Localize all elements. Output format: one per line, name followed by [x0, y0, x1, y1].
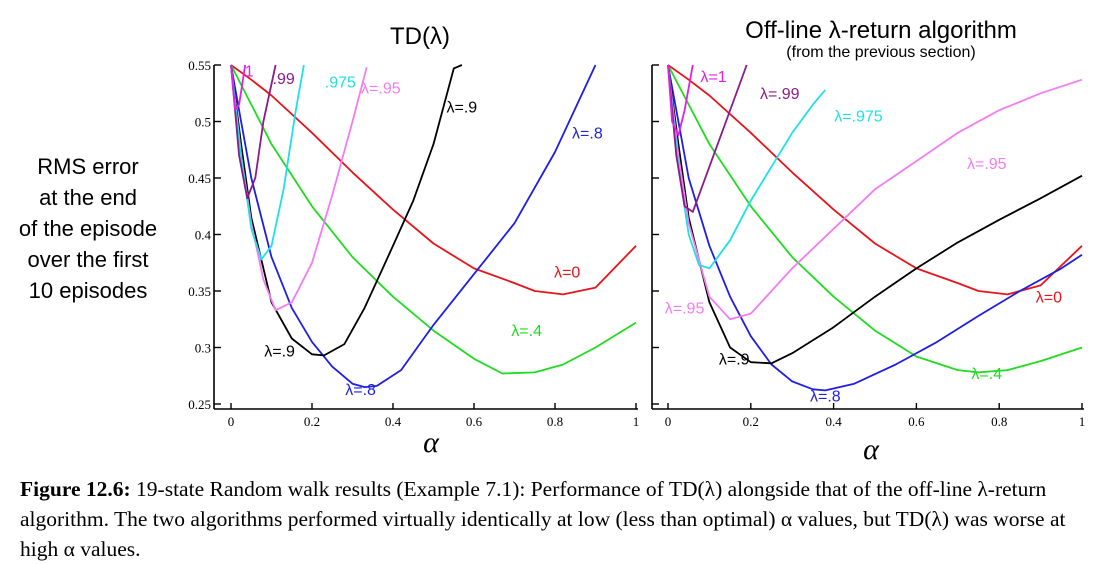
- curve-label: λ=.975: [834, 109, 883, 126]
- series-line: [667, 64, 1083, 296]
- chart-2-subtitle: (from the previous section): [786, 44, 975, 61]
- x-tick-label: 0.6: [466, 414, 483, 429]
- caption-text: 19-state Random walk results (Example 7.…: [20, 477, 1066, 561]
- curve-label: 1: [245, 63, 254, 80]
- curve-label: λ=.9: [447, 99, 478, 116]
- x-tick-label: 0.2: [304, 414, 320, 429]
- x-tick-label: 0.4: [825, 414, 842, 429]
- y-axis-label: RMS error at the end of the episode over…: [19, 154, 157, 303]
- y-axis-label-line-2: at the end: [39, 185, 137, 210]
- curve-label: λ=.8: [345, 382, 376, 399]
- curve-label: λ=0: [554, 264, 580, 281]
- chart-1-title: TD(λ): [390, 23, 450, 50]
- series-line: [230, 64, 277, 200]
- series-line: [230, 64, 597, 388]
- series-line: [667, 64, 1083, 374]
- x-tick-label: 1: [633, 414, 640, 429]
- series-line: [230, 64, 463, 357]
- x-tick-label: 1: [1079, 414, 1086, 429]
- curve-label: .975: [325, 75, 356, 92]
- y-tick-label: 0.55: [188, 58, 211, 73]
- series-line: [230, 64, 247, 112]
- curve-label: λ=.95: [967, 156, 1007, 173]
- y-axis-label-line-5: 10 episodes: [29, 278, 148, 303]
- series-line: [230, 64, 305, 261]
- curve-label: λ=.4: [971, 366, 1002, 383]
- x-tick-label: 0.8: [547, 414, 563, 429]
- y-tick-label: 0.25: [188, 397, 211, 412]
- y-tick-label: 0.3: [195, 341, 211, 356]
- series-line: [667, 64, 826, 270]
- curve-label: λ=.99: [760, 86, 800, 103]
- curve-label: .99: [273, 71, 295, 88]
- y-tick-label: 0.35: [188, 284, 211, 299]
- x-tick-label: 0: [228, 414, 235, 429]
- series-line: [230, 64, 637, 296]
- chart-2-title: Off-line λ-return algorithm: [745, 17, 1017, 44]
- series-line: [667, 64, 1083, 321]
- y-tick-label: 0.5: [195, 115, 211, 130]
- y-tick-label: 0.4: [195, 228, 212, 243]
- series-line: [667, 64, 748, 213]
- curve-label: λ=1: [700, 69, 726, 86]
- curve-label: λ=.4: [511, 323, 542, 340]
- curve-label: λ=.95: [665, 301, 705, 318]
- chart-2-x-axis-label: α: [863, 433, 880, 466]
- curve-label: λ=.8: [572, 125, 603, 142]
- curve-label: λ=.95: [361, 80, 401, 97]
- y-axis-label-line-4: over the first: [27, 247, 148, 272]
- series-line: [230, 64, 637, 375]
- y-tick-label: 0.45: [188, 171, 211, 186]
- curve-label: λ=.9: [719, 351, 750, 368]
- curve-label: λ=.9: [264, 344, 295, 361]
- x-tick-label: 0.8: [991, 414, 1007, 429]
- x-tick-label: 0: [665, 414, 672, 429]
- curve-label: λ=.8: [810, 389, 841, 406]
- y-axis-label-line-3: of the episode: [19, 216, 157, 241]
- caption-label: Figure 12.6:: [20, 477, 131, 501]
- figure-svg: RMS error at the end of the episode over…: [19, 17, 1086, 466]
- y-axis-label-line-1: RMS error: [37, 154, 138, 179]
- chart-1-x-axis-label: α: [423, 426, 440, 459]
- x-tick-label: 0.6: [908, 414, 925, 429]
- figure-caption: Figure 12.6: 19-state Random walk result…: [20, 474, 1085, 564]
- curve-label: λ=0: [1036, 289, 1062, 306]
- series-line: [667, 64, 1083, 392]
- series-line: [667, 64, 694, 136]
- x-tick-label: 0.4: [385, 414, 402, 429]
- chart-2-offline-lambda-return: 0 0.2 0.4 0.6 0.8 1 λ=1 λ=.99 λ=.975 λ=.95 λ=0 λ=.9…: [651, 64, 1086, 429]
- x-tick-label: 0.2: [743, 414, 759, 429]
- chart-1-td-lambda: 0.25 0.3 0.35 0.4 0.45 0.5 0.55 0 0.2 0.4 0.6 0.8 1 λ…: [188, 58, 639, 429]
